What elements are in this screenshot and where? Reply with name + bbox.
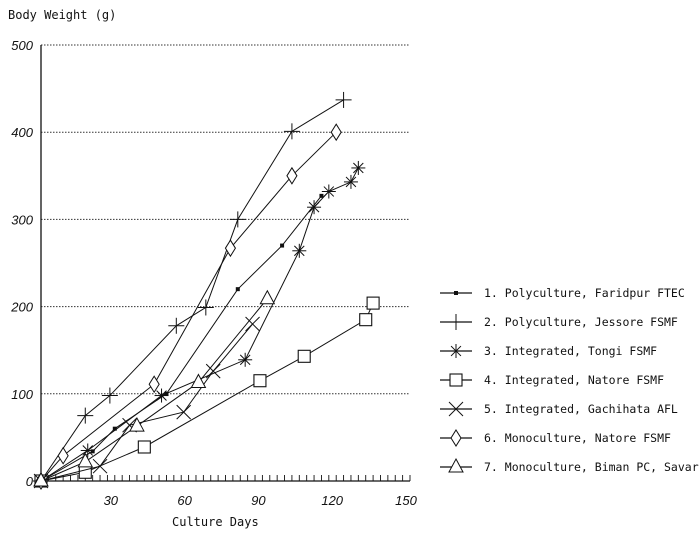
legend-marker-icon [440, 343, 472, 358]
y-tick-label: 400 [11, 125, 33, 140]
legend-marker-icon [440, 428, 472, 447]
legend-label: 4. Integrated, Natore FSMF [484, 372, 665, 387]
legend-item: 1. Polyculture, Faridpur FTEC [438, 278, 699, 307]
legend-item: 3. Integrated, Tongi FSMF [438, 336, 699, 365]
x-tick-label: 60 [177, 493, 192, 508]
x-tick-label: 150 [395, 493, 417, 508]
x-axis-label: Culture Days [172, 515, 259, 529]
legend-label: 2. Polyculture, Jessore FSMF [484, 314, 678, 329]
legend-marker-icon [440, 457, 472, 472]
legend-marker-icon [440, 372, 472, 387]
legend-label: 7. Monoculture, Biman PC, Savar [484, 459, 699, 474]
legend-marker-icon [440, 290, 472, 295]
legend-item: 5. Integrated, Gachihata AFL [438, 394, 699, 423]
legend-marker-icon [440, 313, 472, 330]
y-tick-label: 300 [11, 212, 33, 227]
legend-item: 4. Integrated, Natore FSMF [438, 365, 699, 394]
x-tick-label: 30 [104, 493, 119, 508]
x-tick-label: 90 [251, 493, 266, 508]
series-7 [33, 289, 276, 487]
y-tick-label: 100 [11, 387, 33, 402]
legend-label: 3. Integrated, Tongi FSMF [484, 343, 658, 358]
legend-label: 6. Monoculture, Natore FSMF [484, 430, 671, 445]
legend-label: 1. Polyculture, Faridpur FTEC [484, 285, 685, 300]
series-3 [34, 160, 366, 488]
legend: 1. Polyculture, Faridpur FTEC 2. Polycult… [438, 278, 699, 481]
legend-item: 2. Polyculture, Jessore FSMF [438, 307, 699, 336]
series-1 [39, 193, 324, 483]
y-tick-label: 500 [11, 38, 33, 53]
legend-label: 5. Integrated, Gachihata AFL [484, 401, 678, 416]
y-axis-label: Body Weight (g) [8, 8, 117, 22]
y-tick-label: 0 [26, 474, 34, 489]
series-2 [33, 91, 352, 489]
y-tick-label: 200 [10, 300, 33, 315]
legend-item: 7. Monoculture, Biman PC, Savar [438, 452, 699, 481]
legend-marker-icon [440, 401, 472, 416]
legend-item: 6. Monoculture, Natore FSMF [438, 423, 699, 452]
series-5 [33, 316, 260, 489]
x-tick-label: 120 [321, 493, 343, 508]
